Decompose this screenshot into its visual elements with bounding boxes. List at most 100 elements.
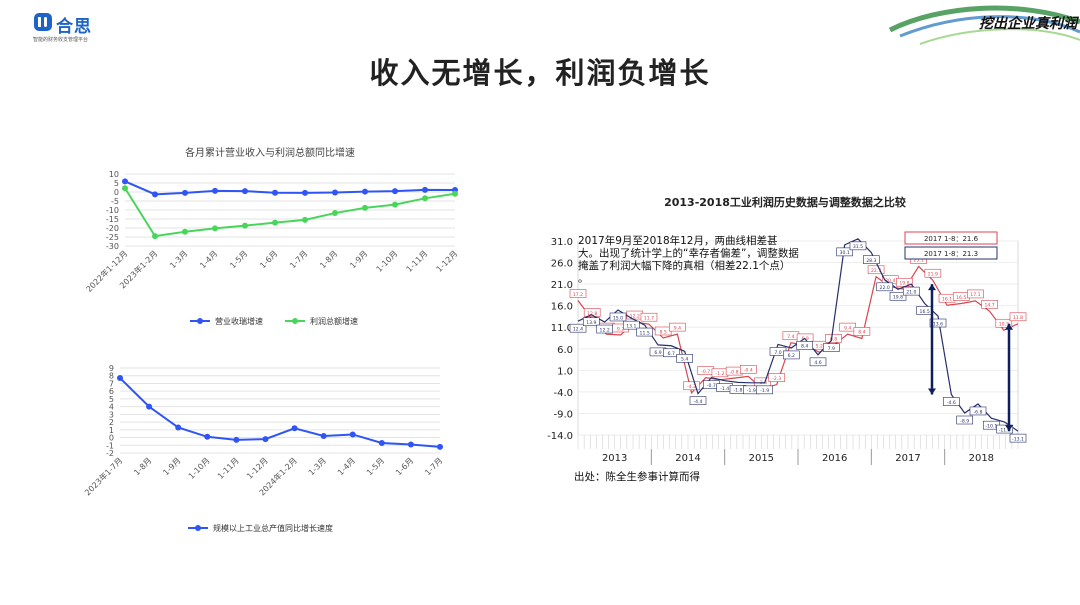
chart3-value-label: 11.8	[1013, 315, 1023, 321]
chart3-value-label: 8.4	[858, 330, 865, 336]
chart2-ytick-label: 1	[109, 426, 114, 435]
chart3-value-box	[889, 291, 907, 301]
chart3-year-label: 2018	[969, 453, 994, 464]
chart2-xtick-label: 1-8月	[132, 456, 153, 477]
chart1-xtick-label: 1-4月	[198, 249, 219, 270]
chart3-value-label: 16.5	[956, 295, 966, 301]
chart3-value-label: 8.4	[801, 344, 808, 350]
chart1-data-point	[422, 195, 428, 202]
chart2-data-point	[233, 436, 240, 443]
chart3-value-label: 21.0	[906, 289, 916, 295]
chart3-year-label: 2016	[822, 453, 847, 464]
chart3-value-label: 9.4	[844, 325, 851, 331]
chart1-ytick-label: -5	[111, 197, 119, 206]
chart1-ytick-label: -15	[106, 215, 119, 224]
chart3-value-box	[836, 247, 853, 257]
chart3-value-box	[981, 299, 998, 309]
chart3-value-box	[689, 396, 707, 405]
chart2-ytick-label: 3	[109, 410, 114, 419]
chart1-ytick-label: -30	[106, 242, 119, 251]
chart3-value-box	[867, 265, 885, 275]
chart1-data-point	[212, 187, 218, 194]
chart3-value-label: -4.2	[687, 384, 696, 390]
chart2-ytick-label: -2	[106, 449, 114, 458]
chart3-year-label: 2014	[675, 453, 700, 464]
chart3-value-box	[583, 308, 601, 317]
chart3-value-label: 21.9	[928, 272, 938, 278]
chart3-value-label: 11.7	[644, 316, 654, 322]
chart1-data-point	[152, 233, 158, 240]
chart2-xtick-label: 2023年1-7月	[82, 455, 124, 497]
chart1-data-point	[122, 185, 128, 192]
chart3-ytick-label: -4.0	[553, 388, 573, 399]
chart3-value-label: 14.7	[984, 303, 994, 309]
chart3-value-box	[943, 397, 960, 406]
chart3-annotation: 2017年9月至2018年12月，两曲线相差甚大。出现了统计学上的“幸存者偏差”…	[578, 234, 799, 285]
chart2-legend-label: 规模以上工业总产值同比增长速度	[213, 523, 333, 533]
chart2-data-point	[204, 433, 211, 440]
chart2-ytick-label: 8	[109, 372, 114, 381]
chart2-series-line	[119, 377, 441, 448]
chart3-year-label: 2013	[602, 453, 627, 464]
chart1-xtick-label: 1-6月	[258, 249, 279, 270]
chart2-data-point	[146, 403, 153, 410]
chart3-year-label: 2015	[749, 453, 774, 464]
chart3-value-label: 7.4	[787, 334, 794, 340]
chart2-data-point	[320, 433, 327, 439]
chart3-value-label: -1.9	[760, 388, 769, 394]
chart3-value-label: 7.0	[774, 350, 781, 356]
chart3-value-box	[676, 354, 693, 363]
chart2-data-point	[291, 425, 298, 432]
chart3-value-label: 22.7	[871, 268, 881, 274]
chart3-value-box	[783, 350, 800, 360]
chart3-value-label: 22.0	[880, 285, 890, 291]
chart1-xtick-label: 1-9月	[348, 249, 369, 270]
chart3-value-box	[996, 424, 1013, 434]
chart3-value-label: -1.8	[734, 388, 743, 394]
chart3-value-label: 7.9	[828, 346, 835, 352]
chart2-ytick-label: 4	[109, 403, 114, 412]
chart3-value-box	[609, 312, 627, 322]
chart3-value-label: 13.1	[626, 323, 636, 329]
chart3-value-box	[569, 289, 587, 298]
chart2-data-point	[349, 431, 356, 438]
chart3-value-box	[924, 268, 942, 278]
chart3-value-label: 10.3	[999, 322, 1009, 328]
chart2-ytick-label: 7	[109, 379, 114, 388]
chart3-ytick-label: 31.0	[551, 237, 573, 248]
chart3-value-label: -4.4	[694, 399, 703, 405]
chart2-ytick-label: 2	[109, 418, 114, 427]
brand-logo-icon	[34, 13, 52, 31]
chart1-ytick-label: -25	[106, 233, 119, 242]
chart3-value-label: 13.6	[933, 321, 943, 327]
chart3-value-box	[623, 320, 640, 330]
chart3-value-box	[583, 317, 600, 327]
chart3-value-label: 11.5	[640, 330, 650, 336]
chart2-data-point	[378, 439, 385, 446]
chart1-data-point	[362, 204, 368, 211]
corner-slogan: 挖出企业真利润	[979, 15, 1080, 32]
chart3-value-label: 17.1	[970, 292, 980, 298]
chart1-xtick-label: 1-10月	[375, 249, 400, 274]
chart3-value-label: -13.1	[1012, 436, 1024, 442]
chart1-legend-marker	[292, 318, 298, 324]
chart1-data-point	[242, 188, 248, 195]
chart3-arrow-head	[1005, 323, 1013, 330]
chart3-ytick-label: -9.0	[553, 409, 573, 420]
chart3-value-label: 8.5	[660, 329, 667, 335]
chart3-value-label: 12.2	[600, 327, 610, 333]
chart3-value-label: 16.5	[920, 309, 930, 315]
chart3-value-box	[863, 255, 880, 264]
chart3-value-box	[809, 357, 827, 367]
chart3-value-label: 6.9	[654, 350, 661, 356]
chart2-xtick-label: 1-5月	[365, 456, 386, 477]
chart2-xtick-label: 1-6月	[394, 456, 415, 477]
chart2-xtick-label: 1-11月	[216, 456, 241, 481]
chart3-title: 2013-2018工业利润历史数据与调整数据之比较	[664, 195, 906, 209]
chart3-value-label: -8.9	[960, 418, 969, 424]
chart3-value-box	[823, 343, 840, 352]
chart3-value-label: 28.3	[866, 258, 876, 264]
chart2-xtick-label: 1-12月	[245, 456, 270, 481]
chart2-ytick-label: -1	[106, 441, 114, 450]
chart3-value-box	[969, 406, 987, 416]
